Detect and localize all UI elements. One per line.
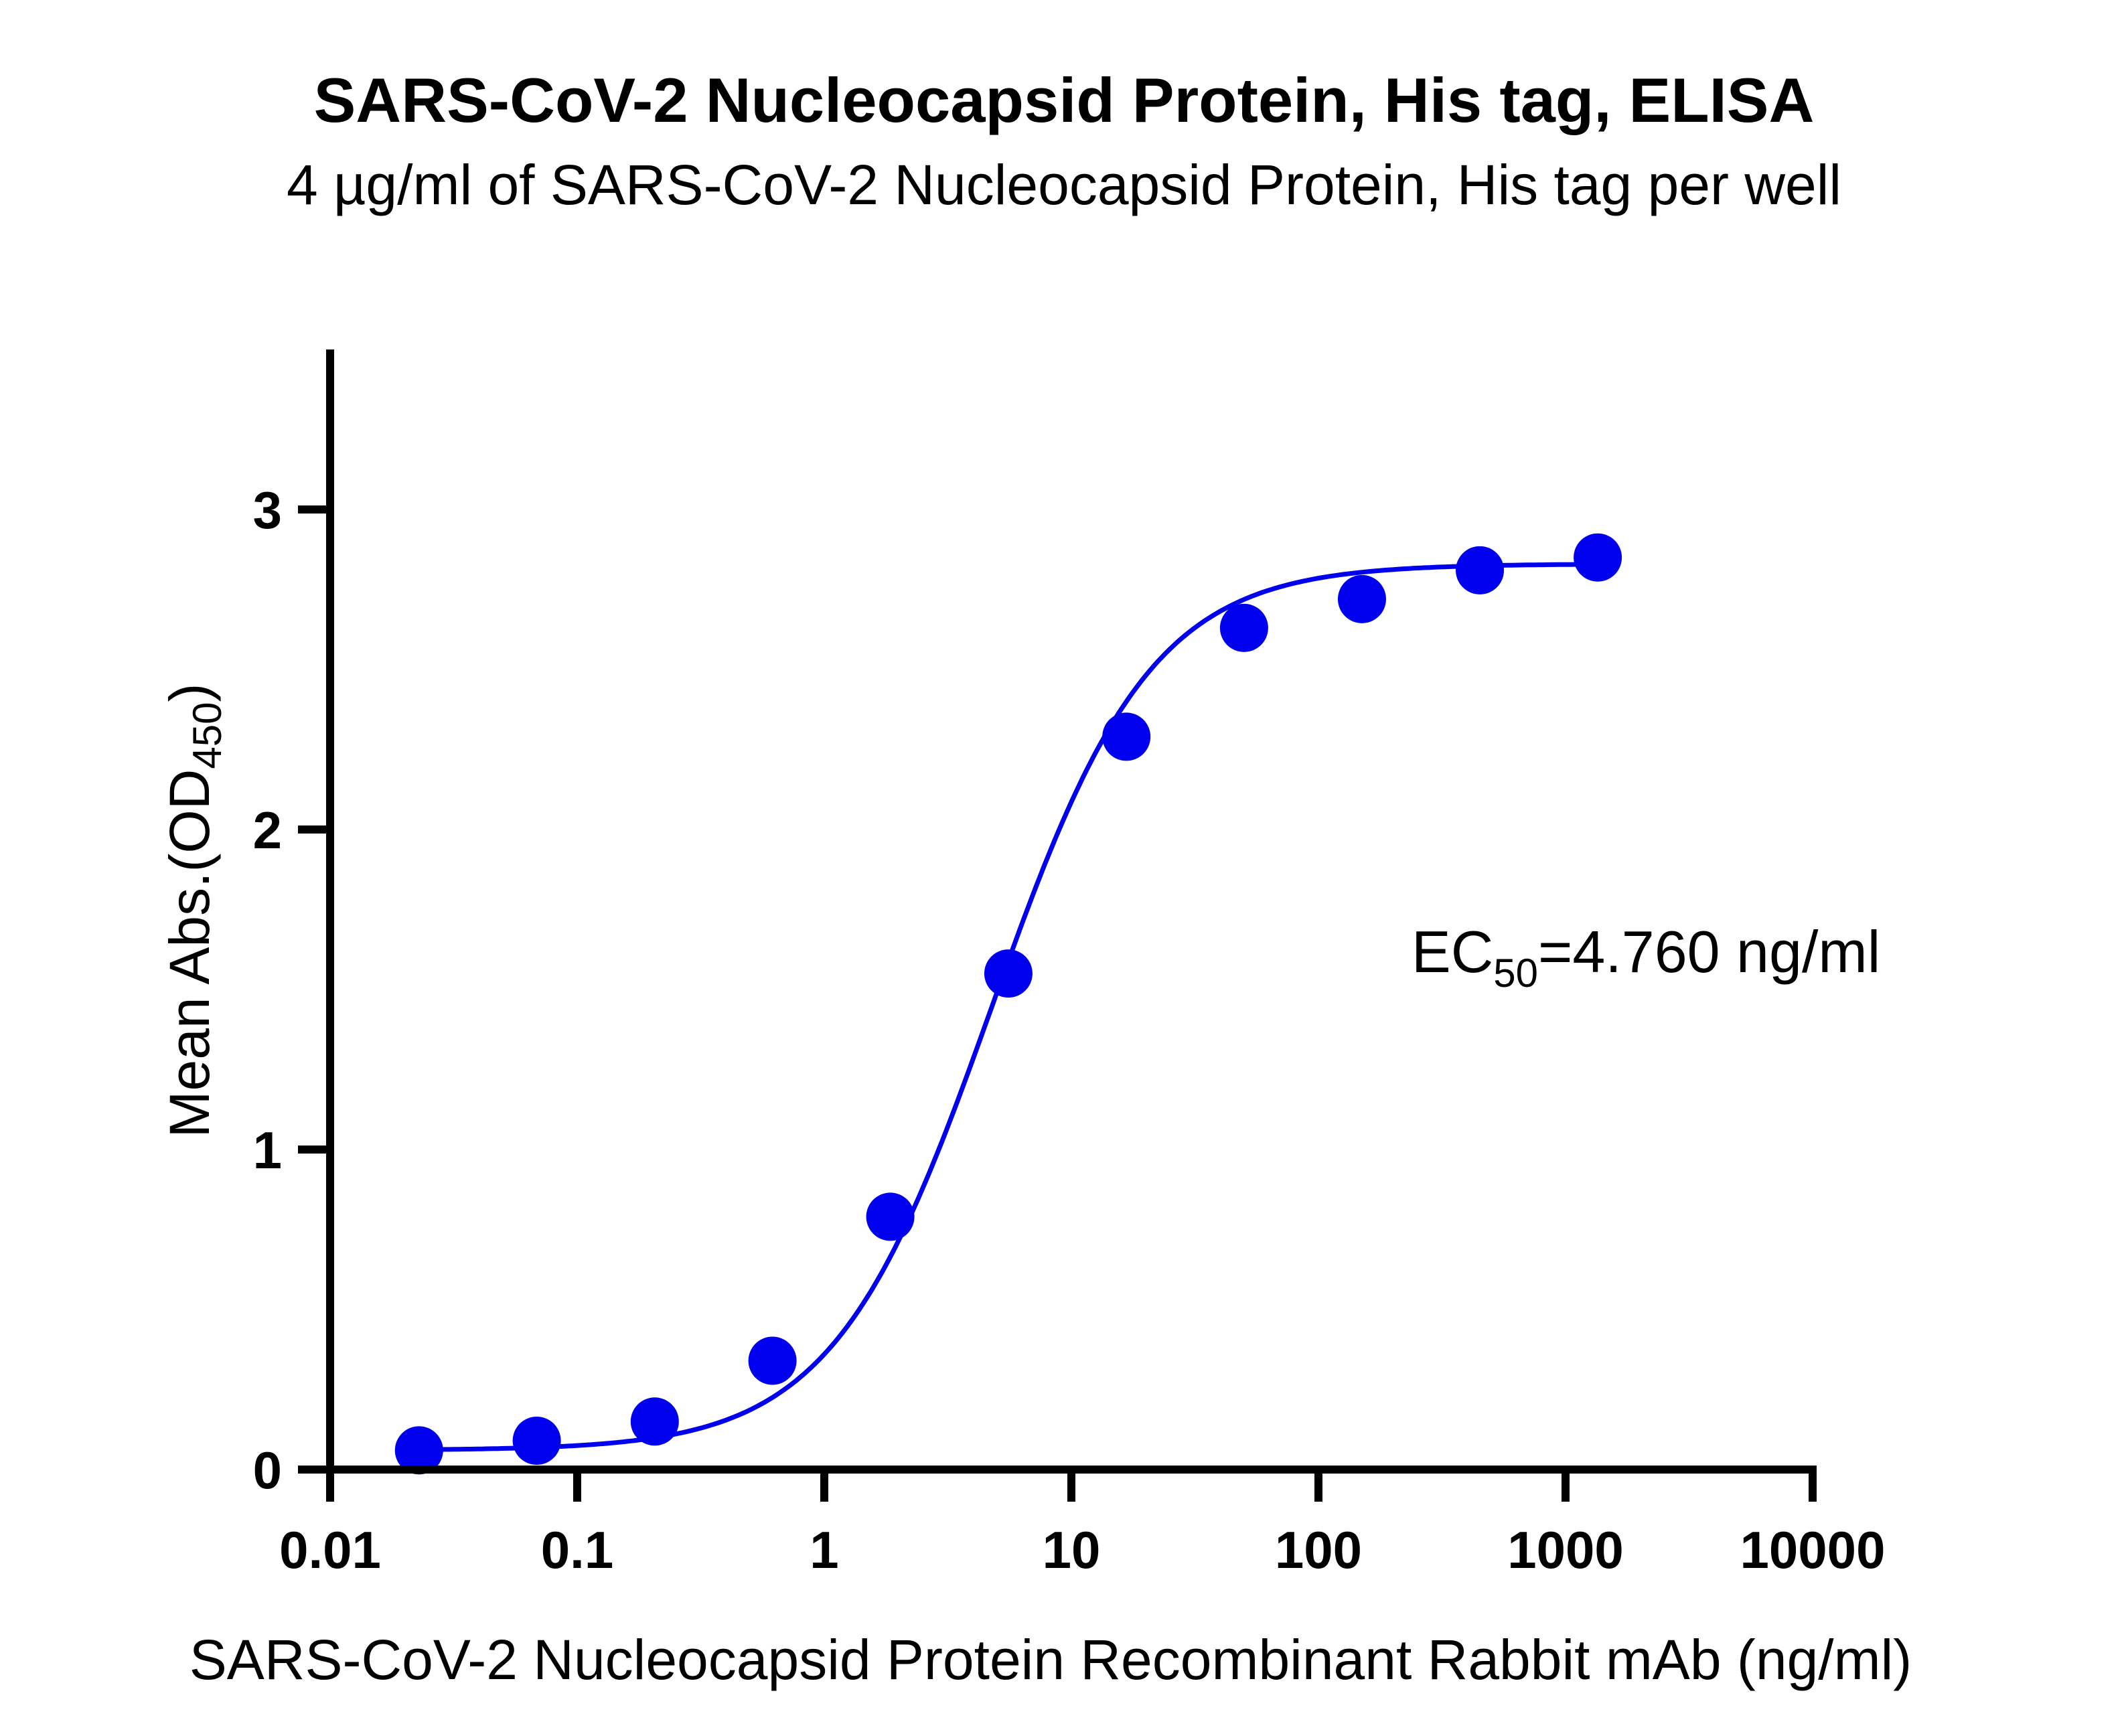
data-point: [1219, 603, 1268, 652]
axes: [326, 349, 1817, 1474]
x-tick-label: 1000: [1507, 1520, 1624, 1579]
y-axis-label-main: Mean Abs.(OD: [158, 769, 221, 1138]
data-point: [1456, 546, 1505, 595]
ec50-annotation: EC50=4.760 ng/ml: [1412, 919, 1880, 996]
data-point: [1574, 533, 1622, 582]
x-tick-label: 10: [1043, 1520, 1101, 1579]
chart-title: SARS-CoV-2 Nucleocapsid Protein, His tag…: [314, 65, 1815, 135]
data-point: [748, 1336, 797, 1385]
data-point: [866, 1192, 915, 1241]
x-tick-label: 100: [1275, 1520, 1362, 1579]
y-tick-label: 1: [253, 1121, 282, 1180]
x-tick-label: 1: [810, 1520, 838, 1579]
x-axis-ticks: 0.01 0.1 1 10 100 1000 10000: [279, 1470, 1885, 1579]
data-point: [512, 1416, 561, 1465]
ec50-subscript: 50: [1493, 951, 1538, 996]
y-tick-label: 3: [253, 481, 282, 540]
data-point: [984, 949, 1033, 998]
chart-subtitle: 4 µg/ml of SARS-CoV-2 Nucleocapsid Prote…: [287, 153, 1841, 216]
fit-curve: [419, 562, 1598, 1452]
data-point: [394, 1426, 443, 1475]
x-tick-label: 0.01: [279, 1520, 381, 1579]
ec50-prefix: EC: [1412, 919, 1493, 985]
x-tick-label: 0.1: [541, 1520, 613, 1579]
x-axis-label: SARS-CoV-2 Nucleocapsid Protein Recombin…: [189, 1628, 1912, 1691]
ec50-value: =4.760 ng/ml: [1538, 919, 1880, 985]
x-tick-label: 10000: [1740, 1520, 1886, 1579]
data-point: [1102, 712, 1151, 761]
data-point: [1337, 574, 1386, 623]
y-axis-label-end: ): [158, 684, 221, 702]
y-axis-label-subscript: 450: [185, 702, 230, 769]
y-axis-label: Mean Abs.(OD450): [158, 684, 230, 1138]
data-point: [630, 1397, 679, 1446]
y-axis-ticks: 0 1 2 3: [253, 481, 330, 1500]
y-tick-label: 2: [253, 801, 282, 860]
fit-curve-layer: [419, 562, 1598, 1452]
data-points-layer: [394, 533, 1622, 1475]
y-tick-label: 0: [253, 1441, 282, 1500]
